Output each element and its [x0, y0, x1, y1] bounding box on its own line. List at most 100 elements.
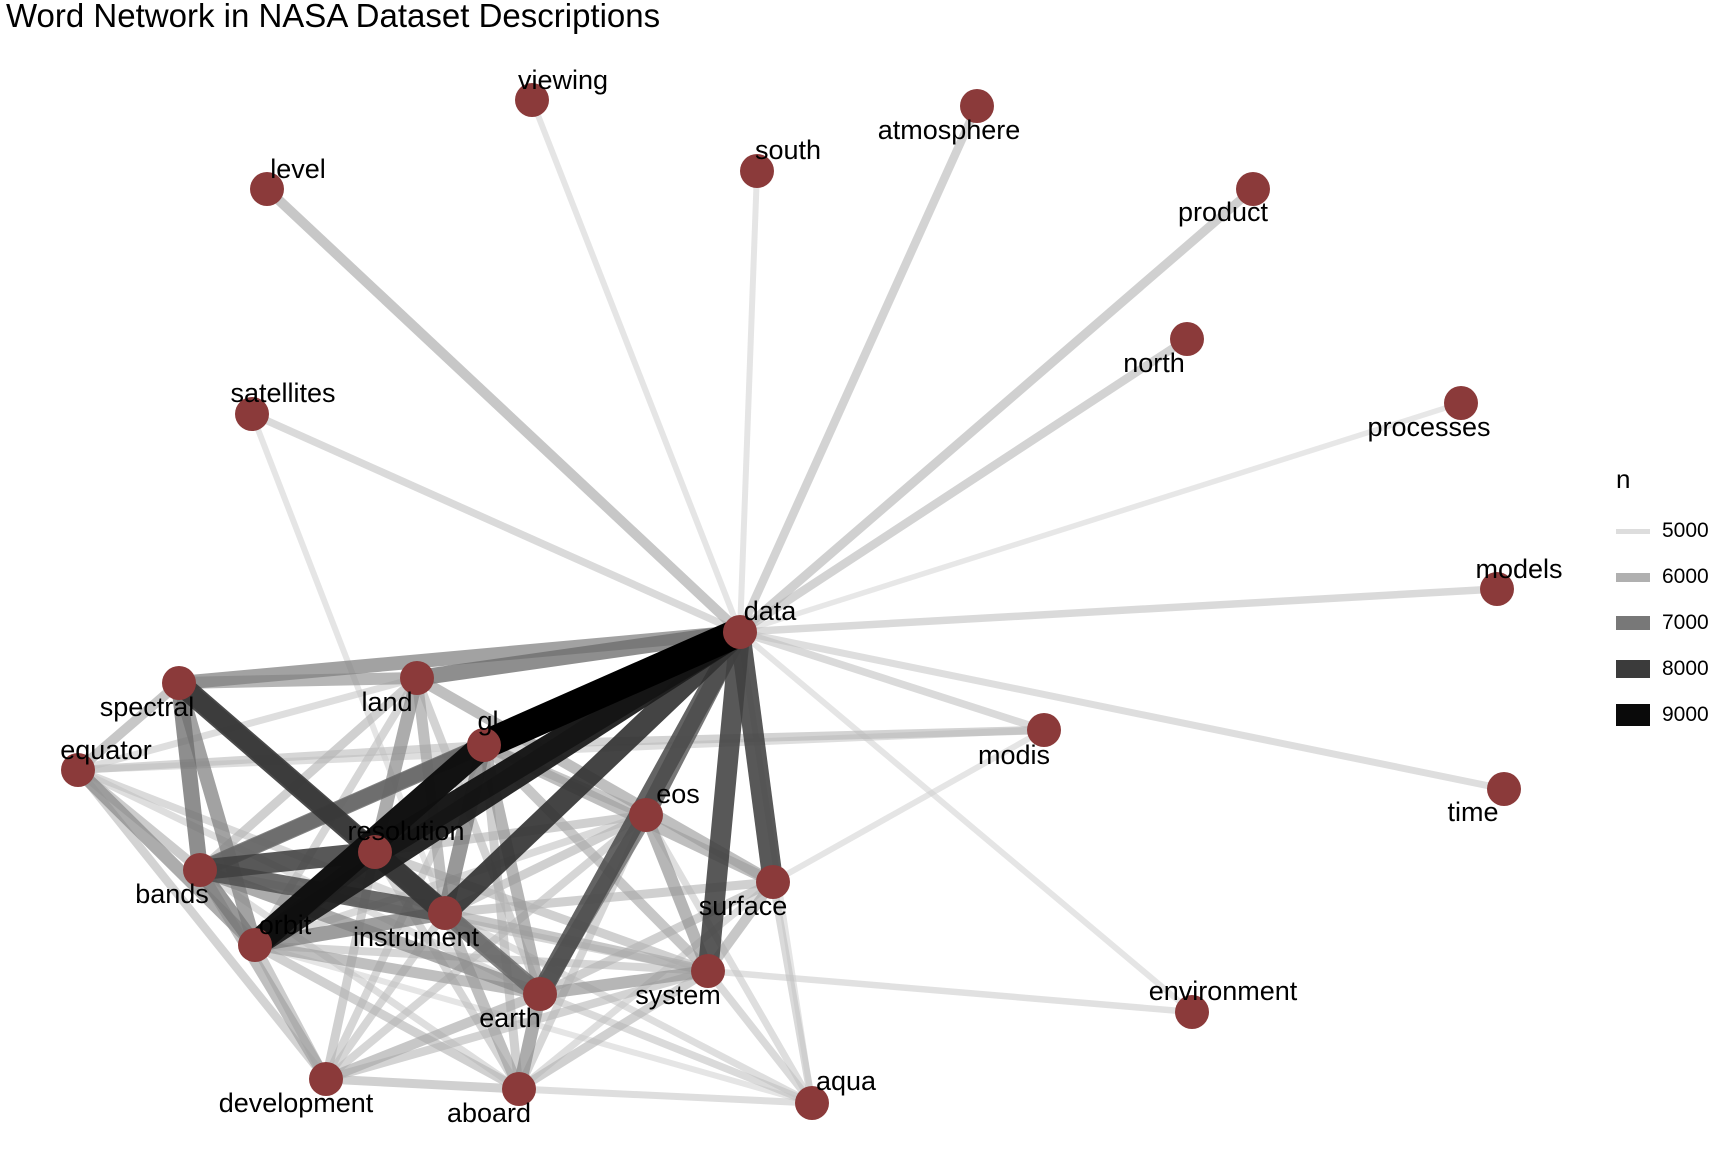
edge-system-aqua: [705, 968, 815, 1106]
node-resolution[interactable]: [358, 835, 392, 869]
edge-data-models: [739, 585, 1498, 636]
node-label-development: development: [219, 1088, 374, 1118]
edge-equator-development: [74, 767, 330, 1082]
edge-instrument-development: [322, 910, 449, 1082]
edge-data-land: [415, 624, 742, 686]
edge-data-system: [697, 631, 751, 972]
node-eos[interactable]: [629, 798, 663, 832]
edge-gl-instrument: [437, 743, 492, 915]
node-system[interactable]: [691, 954, 725, 988]
node-label-land: land: [361, 687, 412, 717]
edge-data-north: [737, 335, 1190, 636]
node-label-eos: eos: [656, 779, 700, 809]
node-surface[interactable]: [756, 865, 790, 899]
edge-surface-aqua: [769, 881, 816, 1104]
edge-earth-system: [539, 965, 709, 1000]
node-product[interactable]: [1236, 172, 1270, 206]
legend-items: 5000 6000 7000 8000 9000: [1612, 508, 1720, 738]
node-models[interactable]: [1480, 572, 1514, 606]
edge-data-instrument: [437, 624, 748, 921]
node-land[interactable]: [400, 661, 434, 695]
node-label-viewing: viewing: [518, 65, 608, 95]
legend-key: [1616, 514, 1650, 548]
legend-label: 8000: [1662, 657, 1709, 680]
node-label-processes: processes: [1367, 412, 1490, 442]
node-label-surface: surface: [699, 891, 788, 921]
node-development[interactable]: [309, 1062, 343, 1096]
legend-item: 9000: [1612, 692, 1720, 738]
edge-orbit-earth: [254, 939, 541, 1000]
node-label-spectral: spectral: [100, 692, 195, 722]
edge-data-gl: [478, 618, 746, 759]
node-gl[interactable]: [467, 728, 501, 762]
node-label-equator: equator: [60, 735, 152, 765]
node-label-environment: environment: [1149, 976, 1298, 1006]
edge-system-aboard: [516, 967, 711, 1093]
node-label-north: north: [1123, 348, 1185, 378]
label-layer: data viewing atmosphere south level product no…: [60, 65, 1562, 1128]
node-atmosphere[interactable]: [960, 89, 994, 123]
node-label-aboard: aboard: [447, 1098, 531, 1128]
node-label-aqua: aqua: [816, 1066, 877, 1096]
node-modis[interactable]: [1027, 713, 1061, 747]
edge-instrument-orbit: [253, 905, 447, 953]
node-label-earth: earth: [479, 1003, 541, 1033]
edge-data-environment: [738, 629, 1194, 1015]
node-label-gl: gl: [477, 706, 498, 736]
legend-key: [1616, 698, 1650, 732]
edge-spectral-instrument: [171, 674, 453, 922]
edge-instrument-aboard: [439, 910, 525, 1092]
node-south[interactable]: [740, 154, 774, 188]
node-aqua[interactable]: [795, 1086, 829, 1120]
node-spectral[interactable]: [162, 666, 196, 700]
edge-data-atmosphere: [736, 104, 981, 634]
word-network-graph: data viewing atmosphere south level product no…: [60, 65, 1562, 1128]
node-label-satellites: satellites: [230, 378, 335, 408]
node-label-time: time: [1447, 797, 1498, 827]
node-earth[interactable]: [523, 977, 557, 1011]
edge-gl-bands: [196, 737, 488, 878]
legend-key: [1616, 606, 1650, 640]
edge-system-environment: [707, 967, 1193, 1016]
node-layer: [61, 83, 1521, 1120]
edge-data-south: [737, 170, 760, 633]
edge-orbit-aboard: [252, 941, 522, 1093]
edge-data-viewing: [529, 98, 743, 634]
legend-item: 8000: [1612, 646, 1720, 692]
edge-instrument-eos: [443, 810, 648, 918]
edge-data-level: [263, 185, 744, 636]
edge-land-bands: [197, 674, 420, 874]
node-aboard[interactable]: [502, 1072, 536, 1106]
legend-label: 7000: [1662, 611, 1709, 634]
node-label-bands: bands: [135, 879, 209, 909]
edge-data-surface: [729, 630, 784, 884]
node-satellites[interactable]: [235, 397, 269, 431]
legend-label: 6000: [1662, 565, 1709, 588]
node-environment[interactable]: [1175, 995, 1209, 1029]
node-viewing[interactable]: [515, 83, 549, 117]
node-data[interactable]: [723, 615, 757, 649]
edge-data-product: [737, 185, 1256, 636]
node-level[interactable]: [250, 172, 284, 206]
node-equator[interactable]: [61, 753, 95, 787]
legend-label: 5000: [1662, 519, 1709, 542]
edge-resolution-aboard: [371, 849, 523, 1092]
node-bands[interactable]: [183, 853, 217, 887]
node-instrument[interactable]: [428, 896, 462, 930]
node-north[interactable]: [1170, 322, 1204, 356]
node-label-data: data: [744, 596, 798, 626]
node-label-modis: modis: [978, 740, 1050, 770]
legend-swatch: [1616, 704, 1650, 726]
legend-key: [1616, 652, 1650, 686]
node-label-south: south: [755, 135, 821, 165]
node-time[interactable]: [1487, 772, 1521, 806]
edge-eos-aqua: [642, 813, 816, 1105]
chart-title: Word Network in NASA Dataset Description…: [6, 0, 661, 34]
edge-data-time: [739, 628, 1505, 793]
edge-earth-development: [324, 989, 542, 1084]
legend-item: 6000: [1612, 554, 1720, 600]
node-orbit[interactable]: [238, 928, 272, 962]
node-processes[interactable]: [1444, 386, 1478, 420]
edge-instrument-earth: [439, 906, 546, 1001]
edge-data-processes: [739, 400, 1462, 635]
